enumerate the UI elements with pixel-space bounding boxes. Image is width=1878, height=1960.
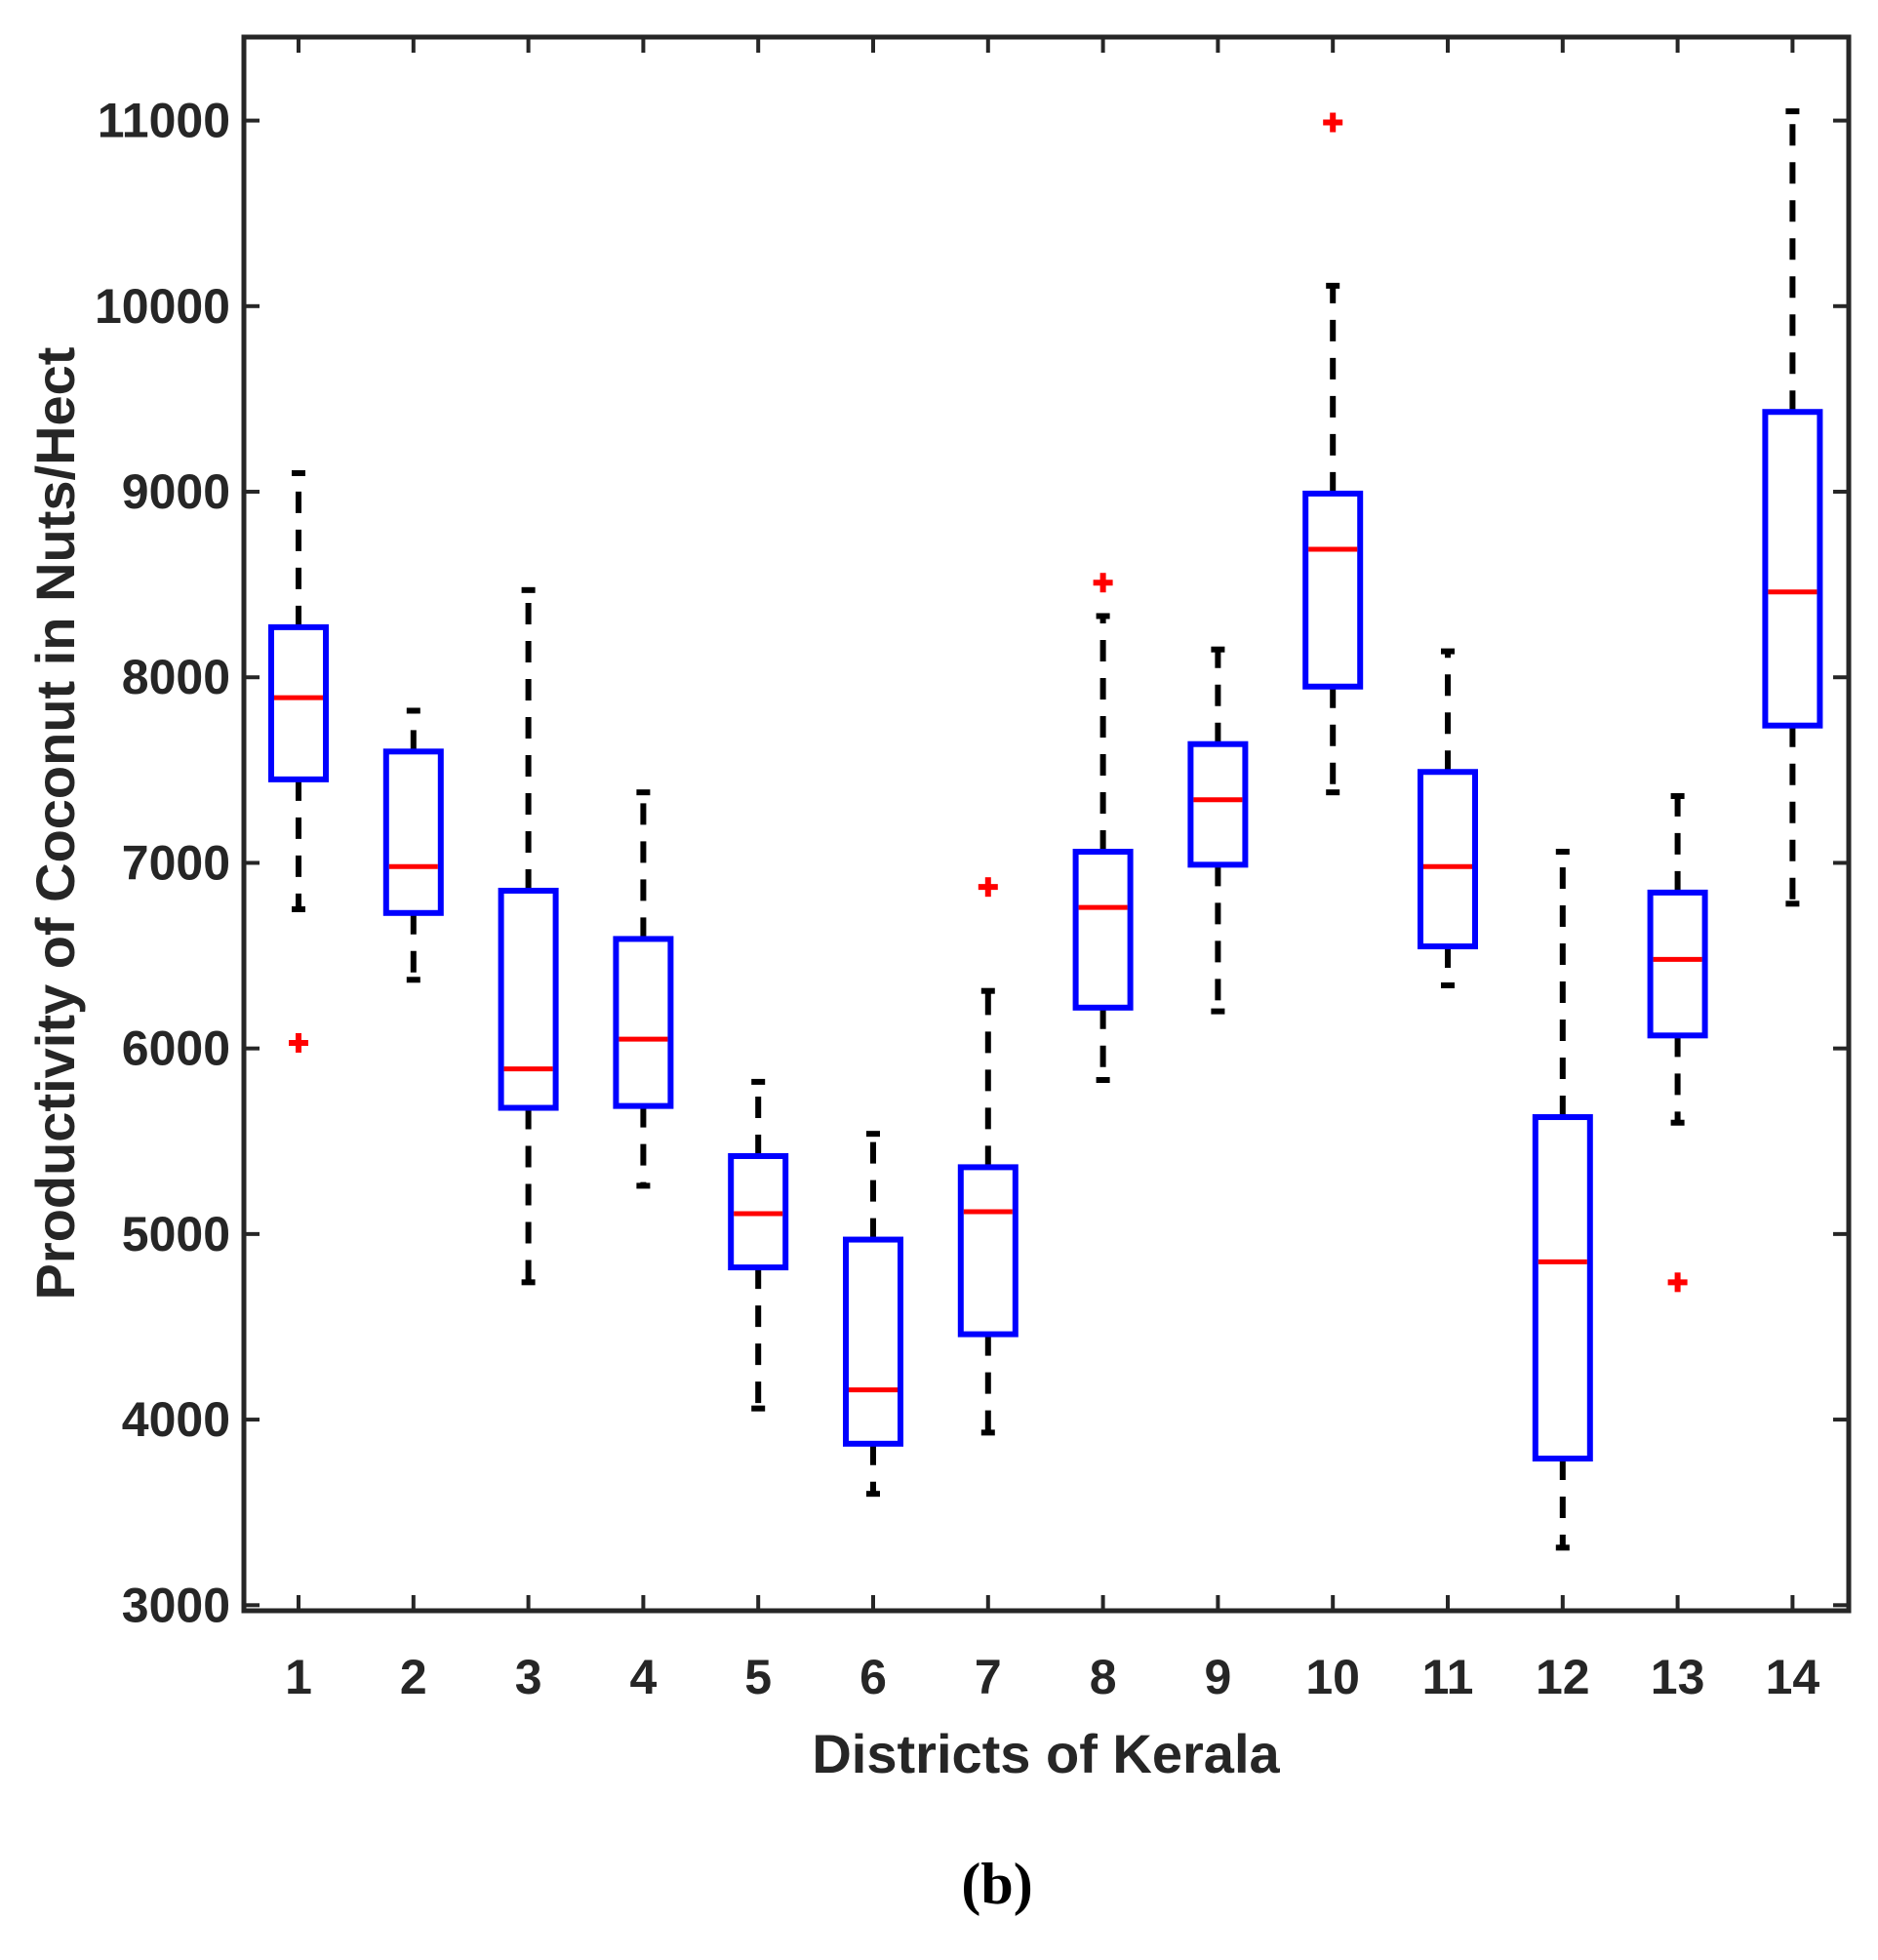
x-tick-label: 4 <box>629 1650 657 1704</box>
y-axis: 3000 4000 5000 6000 7000 8000 9000 10000 11000 <box>95 94 1849 1632</box>
box-district-2 <box>382 707 444 983</box>
box-district-5 <box>728 1078 789 1412</box>
box-iqr <box>843 1236 903 1447</box>
box-district-14 <box>1762 108 1823 907</box>
x-tick-label: 7 <box>975 1650 1002 1704</box>
box-iqr <box>1187 740 1249 868</box>
box-iqr <box>1072 849 1134 1011</box>
box-district-11 <box>1418 648 1478 988</box>
caption-close: ) <box>1014 1852 1033 1916</box>
box-iqr <box>498 887 559 1111</box>
box-iqr <box>613 936 674 1109</box>
x-tick-label: 1 <box>285 1650 312 1704</box>
box-iqr <box>1418 769 1478 950</box>
y-tick-label: 3000 <box>122 1578 230 1632</box>
box-district-9 <box>1187 646 1249 1015</box>
x-tick-label: 5 <box>744 1650 772 1704</box>
x-tick-label: 11 <box>1422 1650 1474 1704</box>
y-tick-label: 7000 <box>122 835 230 890</box>
y-tick-label: 11000 <box>98 94 230 148</box>
box-iqr <box>1532 1114 1593 1462</box>
y-tick-label: 4000 <box>122 1392 230 1447</box>
outlier-marker <box>978 877 998 898</box>
box-district-1 <box>268 469 329 1053</box>
outlier-marker <box>1323 112 1343 133</box>
outlier-marker <box>1667 1272 1688 1293</box>
x-tick-label: 3 <box>515 1650 542 1704</box>
caption-letter: b <box>980 1852 1013 1916</box>
box-district-6 <box>843 1131 903 1498</box>
x-tick-label: 2 <box>400 1650 427 1704</box>
x-tick-label: 14 <box>1766 1650 1820 1704</box>
plot-marks <box>268 108 1823 1551</box>
box-district-4 <box>613 789 674 1189</box>
y-tick-label: 8000 <box>122 650 230 704</box>
box-iqr <box>382 748 444 916</box>
x-tick-label: 12 <box>1536 1650 1590 1704</box>
box-iqr <box>1762 409 1823 729</box>
box-district-12 <box>1532 849 1593 1551</box>
box-iqr <box>957 1164 1019 1338</box>
y-tick-label: 6000 <box>122 1021 230 1076</box>
outlier-marker <box>289 1032 308 1053</box>
x-axis-label: Districts of Kerala <box>812 1723 1280 1784</box>
box-district-13 <box>1647 792 1708 1293</box>
box-district-8 <box>1072 573 1134 1083</box>
y-axis-label: Productivity of Coconut in Nuts/Hect <box>24 347 86 1300</box>
x-tick-label: 13 <box>1651 1650 1705 1704</box>
caption-open: ( <box>961 1852 980 1916</box>
y-tick-label: 10000 <box>95 279 230 334</box>
box-iqr <box>1647 889 1708 1039</box>
outlier-marker <box>1093 573 1113 593</box>
y-tick-label: 9000 <box>122 464 230 519</box>
box-iqr <box>268 623 329 782</box>
x-tick-label: 10 <box>1305 1650 1360 1704</box>
plot-frame <box>241 34 1852 1614</box>
box-district-3 <box>498 586 559 1286</box>
box-district-7 <box>957 877 1019 1436</box>
x-tick-label: 9 <box>1204 1650 1231 1704</box>
figure-caption: (b) <box>961 1852 1032 1916</box>
x-tick-label: 8 <box>1090 1650 1117 1704</box>
y-tick-label: 5000 <box>122 1207 230 1261</box>
x-axis: 1 2 3 4 5 6 7 8 9 10 11 12 13 14 <box>285 37 1819 1704</box>
box-district-10 <box>1302 112 1364 796</box>
x-tick-label: 6 <box>859 1650 887 1704</box>
box-iqr <box>1302 490 1364 690</box>
